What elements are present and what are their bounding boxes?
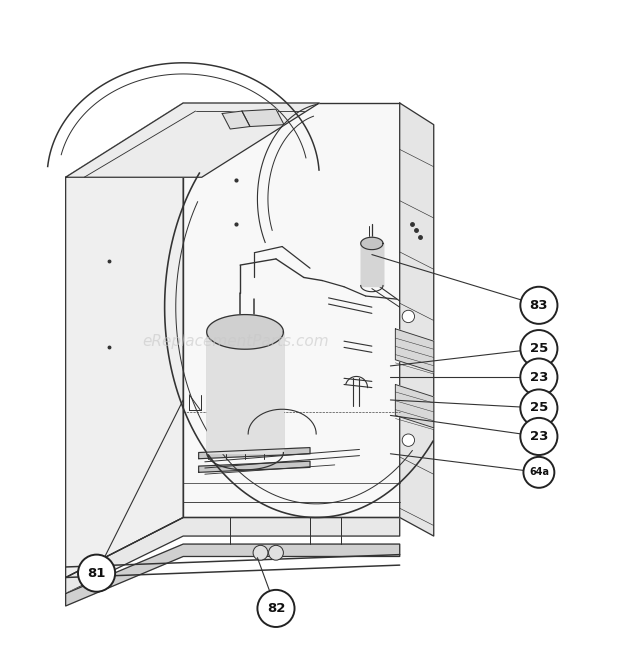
Circle shape	[520, 330, 557, 367]
Polygon shape	[198, 448, 310, 459]
Polygon shape	[400, 103, 434, 536]
Text: 82: 82	[267, 602, 285, 615]
Polygon shape	[183, 103, 400, 517]
Text: 25: 25	[529, 342, 548, 355]
Polygon shape	[66, 544, 400, 606]
Text: 81: 81	[87, 567, 106, 580]
Polygon shape	[242, 109, 284, 127]
Text: 83: 83	[529, 299, 548, 312]
Circle shape	[520, 418, 557, 455]
Circle shape	[523, 457, 554, 488]
Polygon shape	[66, 103, 183, 578]
Circle shape	[268, 545, 283, 560]
Text: 23: 23	[529, 430, 548, 443]
Text: 25: 25	[529, 401, 548, 415]
Text: 64a: 64a	[529, 468, 549, 477]
Polygon shape	[66, 517, 400, 594]
Circle shape	[78, 555, 115, 592]
Circle shape	[520, 389, 557, 427]
Polygon shape	[222, 111, 250, 129]
Circle shape	[402, 434, 415, 446]
Circle shape	[253, 545, 268, 560]
Circle shape	[520, 358, 557, 395]
Polygon shape	[396, 329, 434, 372]
Circle shape	[402, 310, 415, 323]
Polygon shape	[361, 237, 383, 250]
Polygon shape	[66, 103, 319, 178]
Circle shape	[520, 287, 557, 324]
Text: eReplacementParts.com: eReplacementParts.com	[143, 334, 329, 348]
Polygon shape	[206, 315, 283, 349]
Text: 23: 23	[529, 371, 548, 383]
Polygon shape	[396, 385, 434, 427]
Polygon shape	[198, 461, 310, 472]
Circle shape	[257, 590, 294, 627]
